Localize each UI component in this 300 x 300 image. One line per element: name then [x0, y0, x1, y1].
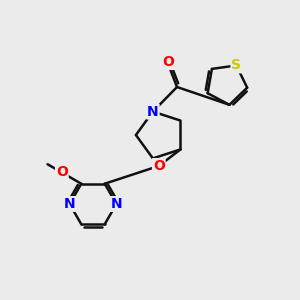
Text: N: N	[147, 105, 159, 118]
Text: S: S	[231, 58, 242, 73]
Text: O: O	[56, 166, 68, 179]
Text: O: O	[153, 159, 165, 173]
Text: O: O	[162, 55, 174, 69]
Text: N: N	[64, 197, 75, 211]
Text: N: N	[111, 197, 122, 211]
